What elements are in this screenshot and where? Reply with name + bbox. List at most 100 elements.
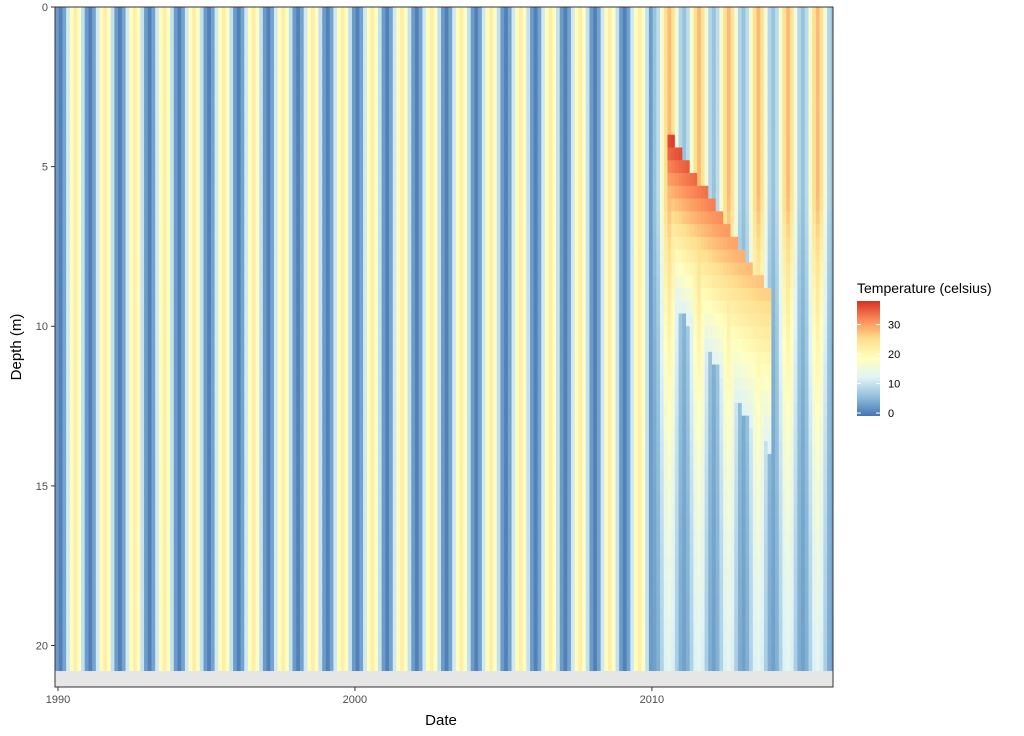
heatmap-cell: [77, 556, 82, 570]
heatmap-cell: [95, 236, 101, 251]
heatmap-cell: [136, 594, 141, 608]
heatmap-cell: [95, 249, 101, 263]
heatmap-cell: [192, 313, 197, 327]
heatmap-cell: [262, 7, 268, 21]
heatmap-cell: [118, 121, 123, 136]
heatmap-cell: [118, 607, 123, 621]
heatmap-cell: [385, 211, 390, 225]
heatmap-cell: [140, 134, 145, 149]
heatmap-cell: [351, 313, 357, 327]
heatmap-cell: [77, 83, 82, 97]
heatmap-cell: [144, 147, 149, 161]
heatmap-cell: [199, 70, 205, 85]
heatmap-cell: [225, 530, 231, 544]
heatmap-cell: [381, 658, 386, 672]
heatmap-cell: [144, 173, 149, 187]
heatmap-cell: [207, 287, 212, 302]
heatmap-cell: [55, 568, 60, 583]
heatmap-cell: [348, 658, 353, 672]
heatmap-cell: [214, 543, 219, 557]
heatmap-cell: [66, 313, 71, 327]
heatmap-cell: [299, 466, 305, 481]
heatmap-cell: [210, 402, 216, 417]
heatmap-cell: [363, 211, 368, 225]
heatmap-cell: [103, 326, 108, 340]
heatmap-cell: [274, 249, 279, 263]
heatmap-cell: [266, 287, 271, 302]
heatmap-cell: [296, 377, 301, 391]
heatmap-cell: [110, 134, 115, 149]
heatmap-cell: [392, 415, 398, 430]
heatmap-cell: [99, 58, 104, 72]
heatmap-cell: [299, 249, 305, 263]
heatmap-cell: [210, 236, 216, 251]
heatmap-cell: [125, 441, 130, 455]
heatmap-cell: [285, 275, 290, 289]
heatmap-cell: [348, 568, 353, 583]
heatmap-cell: [251, 236, 257, 251]
heatmap-cell: [151, 530, 156, 544]
heatmap-cell: [110, 109, 115, 123]
heatmap-cell: [158, 173, 164, 187]
heatmap-cell: [199, 262, 205, 276]
heatmap-cell: [363, 313, 368, 327]
heatmap-cell: [292, 619, 297, 634]
heatmap-cell: [66, 83, 71, 97]
heatmap-cell: [363, 236, 368, 251]
heatmap-cell: [173, 543, 179, 557]
heatmap-cell: [155, 505, 160, 519]
heatmap-cell: [80, 505, 86, 519]
heatmap-cell: [363, 109, 368, 123]
heatmap-cell: [255, 58, 260, 72]
heatmap-cell: [199, 543, 205, 557]
heatmap-cell: [262, 645, 268, 659]
heatmap-cell: [69, 607, 75, 621]
heatmap-cell: [337, 83, 342, 97]
heatmap-cell: [274, 339, 279, 353]
heatmap-cell: [314, 632, 320, 647]
heatmap-cell: [181, 58, 186, 72]
heatmap-cell: [333, 619, 338, 634]
heatmap-cell: [329, 249, 334, 263]
heatmap-cell: [136, 415, 141, 430]
heatmap-cell: [262, 236, 268, 251]
heatmap-cell: [214, 607, 219, 621]
heatmap-cell: [285, 492, 290, 506]
heatmap-cell: [299, 351, 305, 366]
heatmap-cell: [114, 58, 119, 72]
heatmap-cell: [292, 58, 297, 72]
heatmap-cell: [77, 581, 82, 596]
heatmap-cell: [270, 96, 275, 110]
heatmap-cell: [292, 147, 297, 161]
heatmap-cell: [377, 619, 383, 634]
heatmap-cell: [251, 121, 257, 136]
heatmap-cell: [210, 287, 216, 302]
heatmap-cell: [103, 441, 108, 455]
heatmap-cell: [381, 224, 386, 238]
heatmap-cell: [296, 134, 301, 149]
heatmap-cell: [173, 581, 179, 596]
heatmap-cell: [299, 607, 305, 621]
heatmap-cell: [385, 236, 390, 251]
heatmap-cell: [377, 505, 383, 519]
heatmap-cell: [400, 607, 405, 621]
heatmap-cell: [196, 351, 201, 366]
heatmap-cell: [99, 402, 104, 417]
heatmap-cell: [385, 581, 390, 596]
heatmap-cell: [333, 83, 338, 97]
heatmap-cell: [199, 211, 205, 225]
heatmap-cell: [248, 568, 253, 583]
heatmap-cell: [136, 275, 141, 289]
heatmap-cell: [214, 326, 219, 340]
heatmap-cell: [192, 543, 197, 557]
heatmap-cell: [73, 364, 78, 378]
heatmap-cell: [155, 109, 160, 123]
heatmap-cell: [340, 58, 346, 72]
heatmap-cell: [333, 658, 338, 672]
heatmap-cell: [344, 224, 349, 238]
heatmap-cell: [188, 351, 193, 366]
heatmap-cell: [322, 364, 327, 378]
heatmap-cell: [277, 249, 283, 263]
heatmap-cell: [114, 160, 119, 174]
heatmap-cell: [385, 543, 390, 557]
